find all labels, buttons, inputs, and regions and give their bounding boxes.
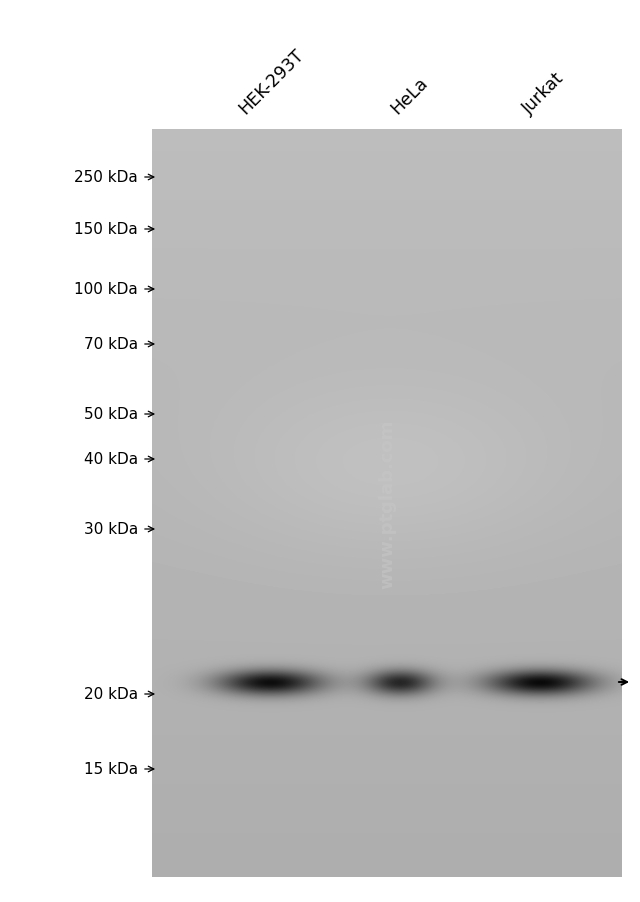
Text: 50 kDa: 50 kDa — [84, 407, 138, 422]
Text: Jurkat: Jurkat — [519, 69, 568, 118]
Text: 250 kDa: 250 kDa — [74, 170, 138, 185]
Text: 70 kDa: 70 kDa — [84, 337, 138, 352]
Text: 30 kDa: 30 kDa — [84, 522, 138, 537]
Text: www.ptglab.com: www.ptglab.com — [378, 419, 396, 588]
Text: 40 kDa: 40 kDa — [84, 452, 138, 467]
Text: HeLa: HeLa — [387, 74, 431, 118]
Text: HEK-293T: HEK-293T — [236, 46, 307, 118]
Text: 100 kDa: 100 kDa — [74, 282, 138, 297]
Text: 20 kDa: 20 kDa — [84, 686, 138, 702]
Text: 15 kDa: 15 kDa — [84, 761, 138, 777]
Text: 150 kDa: 150 kDa — [74, 222, 138, 237]
